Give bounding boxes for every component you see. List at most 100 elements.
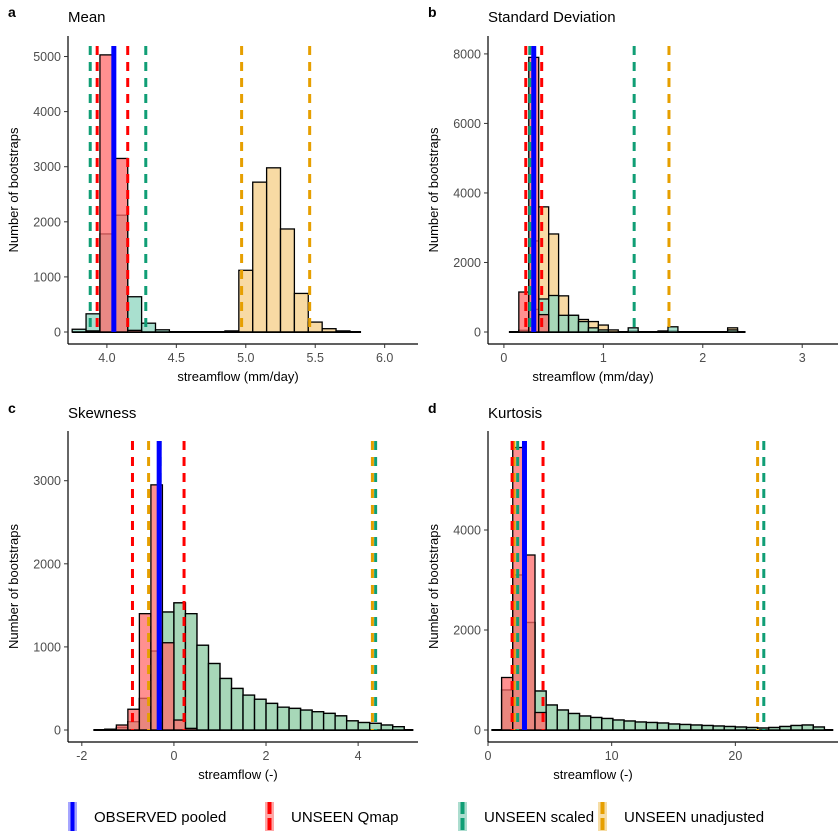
histogram-bar [590, 716, 603, 731]
histogram-bar [667, 326, 679, 333]
histogram-bar [154, 329, 171, 333]
y-tick-label: 0 [474, 724, 481, 738]
x-tick-label: 0 [485, 749, 492, 763]
histogram-bar [538, 313, 550, 333]
histogram-bar [734, 726, 748, 731]
histogram-bar [230, 687, 244, 731]
histogram-bar [307, 321, 323, 333]
histogram-bar [545, 704, 558, 731]
panel-title: Mean [68, 9, 106, 26]
histogram-bar [690, 724, 703, 731]
x-tick-label: 5.0 [237, 351, 254, 365]
histogram-bar [790, 724, 803, 731]
histogram-bar [161, 642, 175, 731]
histogram-bar [265, 167, 282, 333]
y-tick-label: 4000 [33, 105, 61, 119]
x-tick-label: 4.0 [98, 351, 115, 365]
histogram-bar [279, 228, 296, 333]
histogram-bar [557, 314, 570, 333]
y-tick-label: 8000 [453, 47, 481, 61]
histogram-bar [242, 694, 256, 731]
legend-label: UNSEEN scaled [484, 809, 594, 826]
x-tick-label: 2 [263, 749, 270, 763]
y-tick-label: 4000 [453, 186, 481, 200]
histogram-bar [548, 294, 560, 333]
legend-label: UNSEEN Qmap [291, 809, 399, 826]
histogram-bar [293, 292, 309, 333]
histogram-bar [299, 709, 313, 731]
histogram-bar [607, 329, 619, 333]
histogram-bar [380, 724, 394, 731]
x-axis-label: streamflow (mm/day) [532, 369, 653, 384]
histogram-bar [335, 330, 351, 333]
y-axis-label: Number of bootstraps [6, 127, 21, 253]
y-tick-label: 6000 [453, 117, 481, 131]
histogram-bar [645, 721, 659, 731]
y-axis-label: Number of bootstraps [426, 127, 441, 253]
histogram-bar [657, 330, 669, 333]
histogram-bar [587, 327, 600, 333]
y-tick-label: 2000 [33, 215, 61, 229]
histogram-bar [726, 329, 739, 333]
histogram-bar [115, 724, 129, 731]
histogram-bar [127, 329, 143, 333]
histogram-bar [184, 727, 198, 731]
histogram-bar [601, 717, 614, 731]
x-tick-label: 1 [600, 351, 607, 365]
histogram-bar [623, 720, 636, 731]
legend-key [265, 802, 274, 831]
histogram-bar [745, 726, 759, 731]
histogram-bar [276, 706, 290, 731]
panel-letter: c [8, 400, 16, 416]
histogram-bar [567, 314, 580, 333]
histogram-bar [219, 677, 233, 731]
y-tick-label: 1000 [33, 270, 61, 284]
y-tick-label: 2000 [453, 624, 481, 638]
histogram-bar [627, 327, 639, 333]
legend-item-observed: OBSERVED pooled [68, 802, 226, 831]
y-tick-label: 2000 [33, 557, 61, 571]
histogram-bar [85, 330, 101, 333]
legend-swatch [598, 802, 607, 831]
histogram-bar [253, 698, 267, 731]
panel-b: b Standard Deviation 0 2000 4000 6000 8000 0 1 2 3… [426, 4, 838, 384]
histogram-bar [288, 707, 302, 731]
panel-a: a Mean 0 1000 2000 3000 4000 5000 4.0 4.5 5.0 5.5 6.… [6, 4, 418, 384]
histogram-bar [322, 712, 336, 731]
panel-title: Skewness [68, 405, 136, 422]
x-tick-label: 10 [605, 749, 619, 763]
histogram-bar [768, 726, 781, 731]
x-axis-label: streamflow (mm/day) [177, 369, 298, 384]
histogram-bar [196, 644, 210, 731]
histogram-bar [656, 722, 670, 731]
x-tick-label: 5.5 [307, 351, 324, 365]
legend-item-unadjusted: UNSEEN unadjusted [598, 802, 764, 831]
histogram-bar [701, 724, 714, 731]
histogram-bar [127, 296, 143, 333]
reference-lines [510, 441, 766, 730]
x-tick-label: 4 [355, 749, 362, 763]
x-axis-label: streamflow (-) [553, 767, 632, 782]
y-tick-label: 0 [54, 326, 61, 340]
histogram-bar [321, 328, 337, 333]
histogram-bar [597, 329, 609, 333]
histogram-bar [104, 728, 118, 731]
y-tick-label: 3000 [33, 160, 61, 174]
series-qmap [85, 54, 143, 333]
x-tick-label: 3 [799, 351, 806, 365]
histogram-bar [265, 702, 279, 731]
histogram-bar [357, 721, 371, 731]
reference-lines [524, 46, 671, 332]
histogram-bar [311, 711, 325, 731]
histogram-bar [207, 662, 221, 731]
histogram-bar [345, 720, 359, 731]
histogram-bar [567, 712, 581, 731]
histogram-bar [612, 719, 625, 731]
histogram-bar [334, 715, 348, 731]
legend-key [458, 802, 467, 831]
histogram-bar [71, 328, 87, 333]
legend-swatch [265, 802, 274, 831]
histogram-bar [723, 725, 736, 731]
histogram-bar [812, 726, 826, 731]
